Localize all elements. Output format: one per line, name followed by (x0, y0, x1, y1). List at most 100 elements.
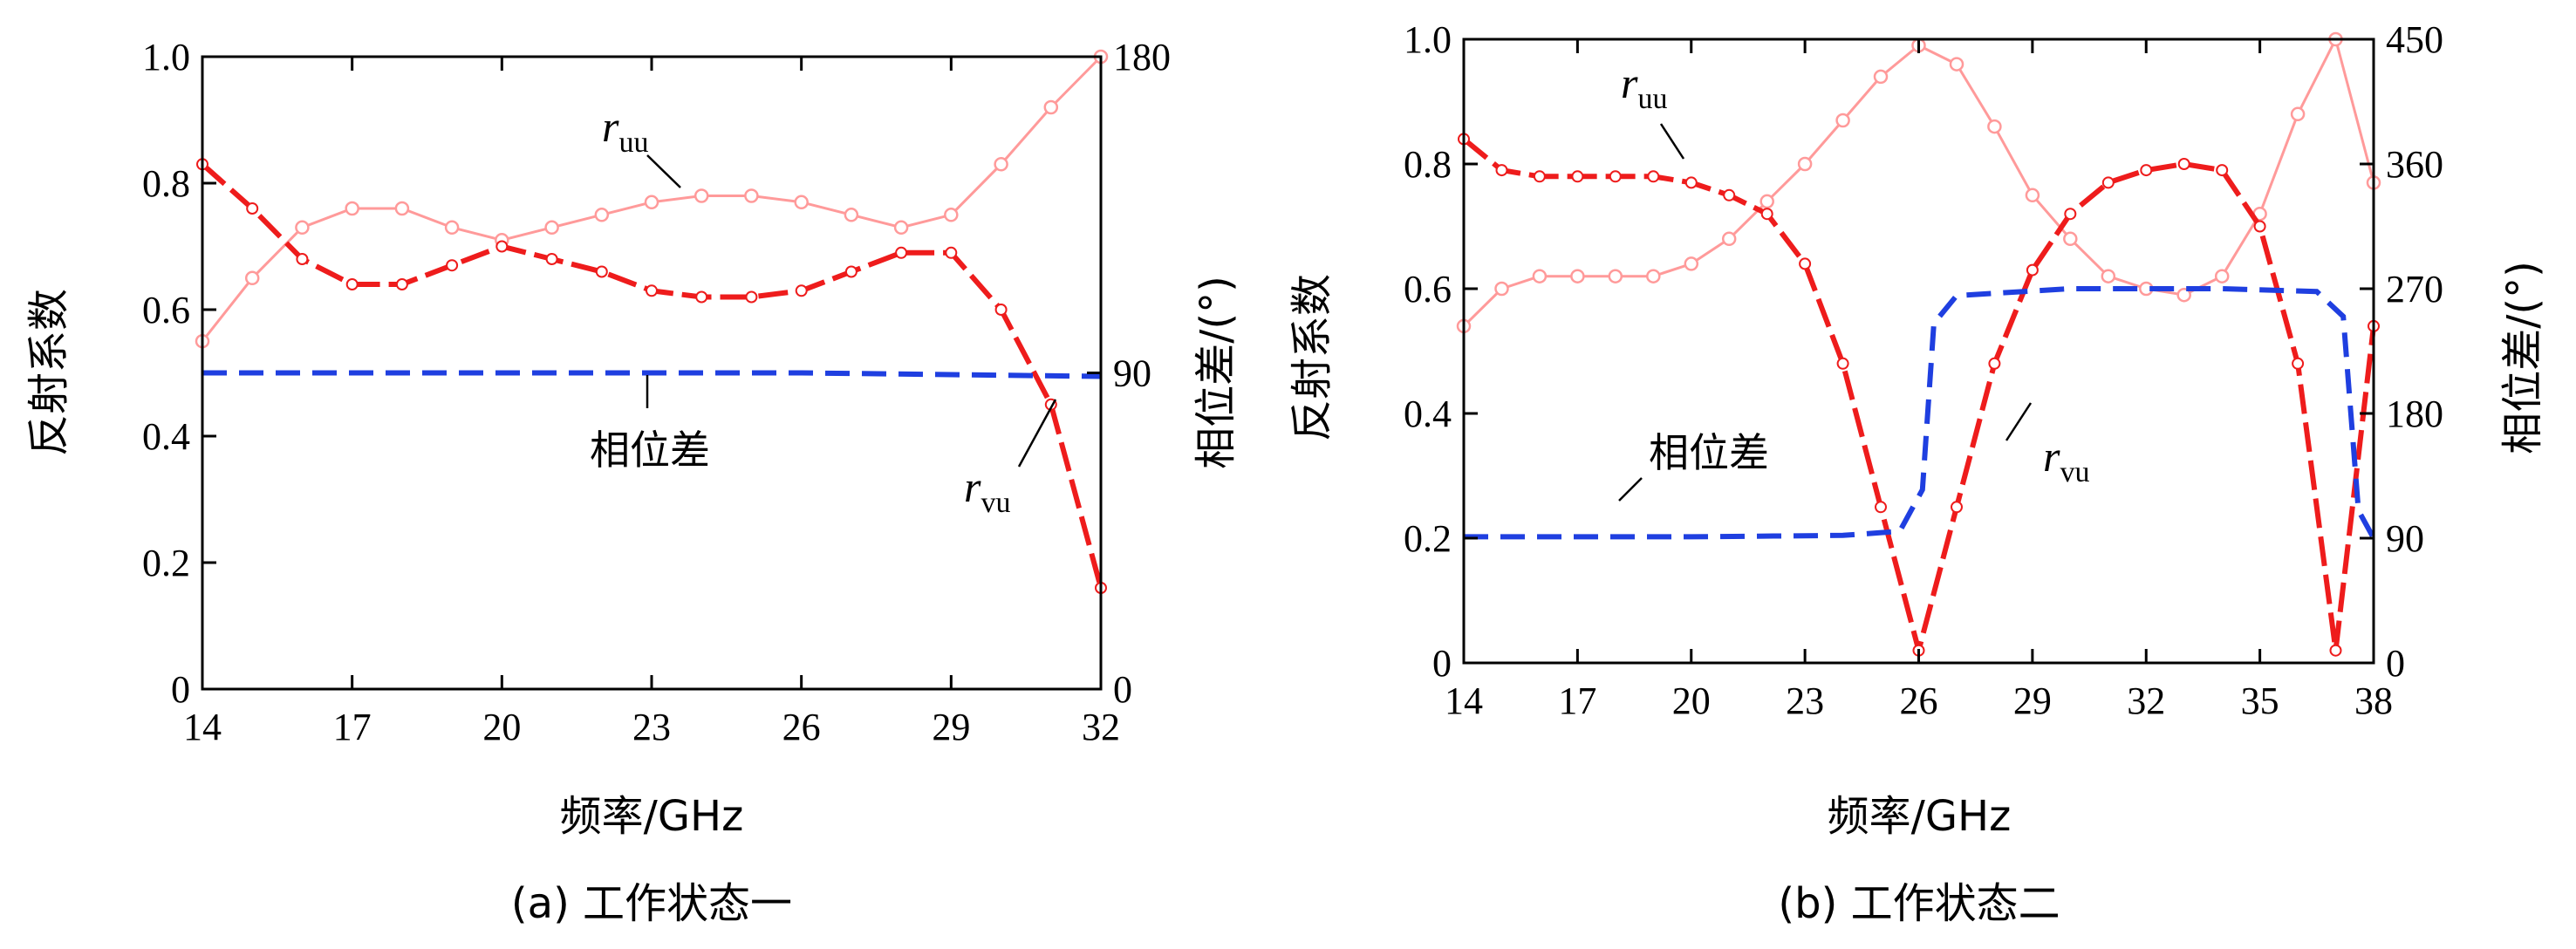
panel-b-rvu-line (1462, 137, 2376, 653)
panel-a-ruu-point (544, 220, 559, 236)
panel-a-rvu-leader (1017, 399, 1057, 468)
panel-a-xtick-label: 14 (183, 706, 222, 748)
panel-b-y2tick-label: 270 (2386, 268, 2443, 311)
panel-a-ruu-point (594, 208, 610, 222)
panel-b-rvu-point (1799, 257, 1812, 270)
panel-a-ytick-label: 0.6 (142, 289, 190, 331)
panel-a-ruu-point (694, 188, 709, 203)
panel-b-ruu-point (1608, 269, 1623, 283)
panel-b-xlabel: 频率/GHz (1828, 792, 2012, 841)
panel-b-ytick-label: 0 (1432, 642, 1452, 685)
panel-b-ruu-point (1835, 113, 1850, 128)
panel-b-rvu-point (1609, 170, 1622, 183)
panel-b-y2tick-label: 180 (2386, 393, 2443, 435)
panel-b-rvu-point (1760, 208, 1773, 221)
panel-b-xtick-label: 26 (1900, 679, 1938, 722)
panel-b-rvu-point (1988, 357, 2001, 370)
panel-b-ruu-point (1494, 281, 1509, 297)
panel-a-rvu-point (895, 246, 908, 259)
panel-a-ruu-point (1043, 99, 1059, 115)
panel-b-rvu-point (1875, 501, 1887, 514)
panel-b-rvu-label: rvu (2043, 432, 2089, 488)
panel-b-rvu-point (1495, 164, 1508, 177)
panel-b-rvu-point (1533, 170, 1546, 183)
panel-a-ytick-label: 0.4 (142, 415, 190, 458)
panel-b-rvu-point (2216, 164, 2229, 177)
panel-b-xtick-label: 17 (1558, 679, 1596, 722)
panel-a-ruu-point (345, 201, 359, 216)
panel-b-rvu-point (1684, 176, 1698, 189)
panel-a-xlabel: 频率/GHz (560, 792, 744, 841)
panel-b-plot-frame (1462, 38, 2375, 665)
panel-a-series (195, 49, 1109, 594)
panel-b-rvu-point (1723, 188, 1736, 201)
panel-b-ruu-point (2025, 188, 2040, 203)
panel-b-xtick-label: 32 (2127, 679, 2165, 722)
panel-a-rvu-point (446, 259, 459, 272)
panel-b-ruu-point (1873, 69, 1889, 85)
panel-a-y2tick-label: 90 (1113, 352, 1151, 395)
panel-a-ruu-point (944, 208, 959, 222)
panel-b-ruu-point (1570, 269, 1585, 283)
panel-a-ruu-point (295, 220, 310, 236)
panel-b-rvu-point (2101, 176, 2115, 189)
panel-a-rvu-point (695, 290, 708, 304)
panel-a-ruu-point (644, 195, 659, 210)
panel-a-rvu-line (201, 162, 1104, 589)
panel-a-caption: (a) 工作状态一 (511, 879, 792, 928)
panel-a-rvu-point (945, 246, 958, 259)
panel-a-xtick-label: 32 (1082, 706, 1120, 748)
panel-a-ruu-point (744, 188, 759, 203)
panel-a-xtick-label: 29 (932, 706, 970, 748)
panel-b-ruu-point (1949, 57, 1964, 72)
panel-a-ylabel: 反射系数 (24, 289, 73, 456)
panel-b-rvu-point (2177, 158, 2190, 170)
panel-b-rvu-point (2329, 644, 2342, 657)
panel-b-rvu-point (1571, 170, 1584, 183)
panel-b-rvu-point (2253, 220, 2266, 233)
panel-b-xtick-label: 35 (2241, 679, 2279, 722)
panel-a-y2tick-label: 180 (1113, 36, 1171, 79)
panel-b-rvu-point (1951, 501, 1963, 514)
panel-b-ytick-label: 1.0 (1404, 18, 1452, 61)
panel-a-rvu-point (395, 278, 408, 290)
panel-b-ruu-point (2063, 231, 2078, 247)
panel-b-ruu-point (2290, 106, 2306, 122)
panel-a-y2tick-label: 0 (1113, 668, 1132, 711)
panel-b-rvu-point (2064, 208, 2077, 221)
panel-a-rvu-point (745, 290, 758, 304)
panel-a-ruu-point (994, 157, 1008, 172)
panel-b-phase-line (1464, 286, 2376, 540)
panel-b-phase-label: 相位差 (1649, 429, 1769, 476)
panel-a-ytick-label: 0 (171, 668, 190, 711)
panel-a-rvu-point (296, 253, 309, 265)
panel-a-xtick-label: 20 (482, 706, 521, 748)
panel-b-ticks: 14 17 20 23 26 29 32 35 3800.20.40.60.81.0090180… (1404, 18, 2443, 722)
panel-a-rvu-point (844, 265, 858, 278)
panel-b-phase-leader (1618, 477, 1643, 502)
panel-b-y2tick-label: 0 (2386, 642, 2405, 685)
panel-b-xtick-label: 38 (2354, 679, 2393, 722)
panel-b-ruu-point (2176, 287, 2191, 303)
panel-b-ruu-point (2214, 269, 2230, 283)
panel-a-rvu-point (646, 284, 658, 297)
panel-a-rvu-point (545, 253, 558, 265)
panel-b-ytick-label: 0.2 (1404, 517, 1452, 560)
panel-a-rvu-point (246, 202, 259, 215)
panel-a-xtick-label: 17 (333, 706, 372, 748)
panel-b-ruu-point (1797, 156, 1813, 172)
panel-b-ytick-label: 0.8 (1404, 143, 1452, 186)
panel-a-xtick-label: 26 (782, 706, 821, 748)
panel-b-ylabel: 反射系数 (1288, 274, 1336, 441)
panel-b-series (1456, 31, 2381, 657)
panel-b-y2label: 相位差/(°) (2498, 261, 2547, 454)
panel-a-ytick-label: 0.2 (142, 542, 190, 584)
panel-b-ruu-point (2101, 269, 2116, 283)
panel-a-rvu-point (795, 284, 808, 297)
panel-a-y2label: 相位差/(°) (1192, 276, 1240, 469)
panel-b-xtick-label: 29 (2013, 679, 2052, 722)
panel-a-ruu-point (444, 220, 460, 236)
panel-a-ruu-point (394, 201, 410, 216)
